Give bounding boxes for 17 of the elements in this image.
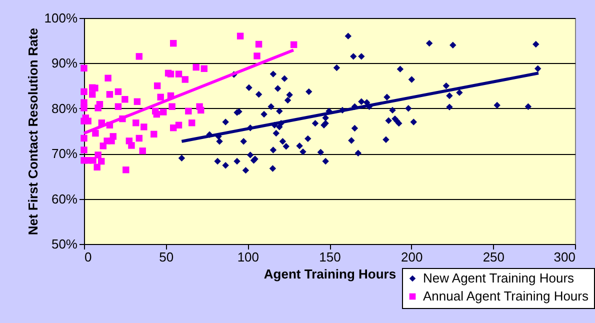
legend-label: Annual Agent Training Hours [423,288,589,304]
y-tick-label: 100% [44,10,78,26]
y-tick-label: 70% [51,146,78,162]
x-tick-label: 200 [400,250,423,264]
x-tick-label: 0 [84,250,92,264]
x-axis-title: Agent Training Hours [264,266,396,282]
x-tick-label: 100 [237,250,260,264]
y-tick-label: 60% [51,191,78,206]
x-tick-label: 150 [319,250,341,264]
x-tick-label: 300 [554,250,576,264]
legend-label: New Agent Training Hours [423,270,575,286]
x-tick-label: 50 [159,250,174,264]
x-tick-label: 250 [482,250,505,264]
y-axis-title: Net First Contact Resolution Rate [25,28,40,236]
y-tick-label: 80% [51,100,78,116]
y-tick-label: 50% [51,236,78,252]
y-tick-label: 90% [51,56,78,71]
